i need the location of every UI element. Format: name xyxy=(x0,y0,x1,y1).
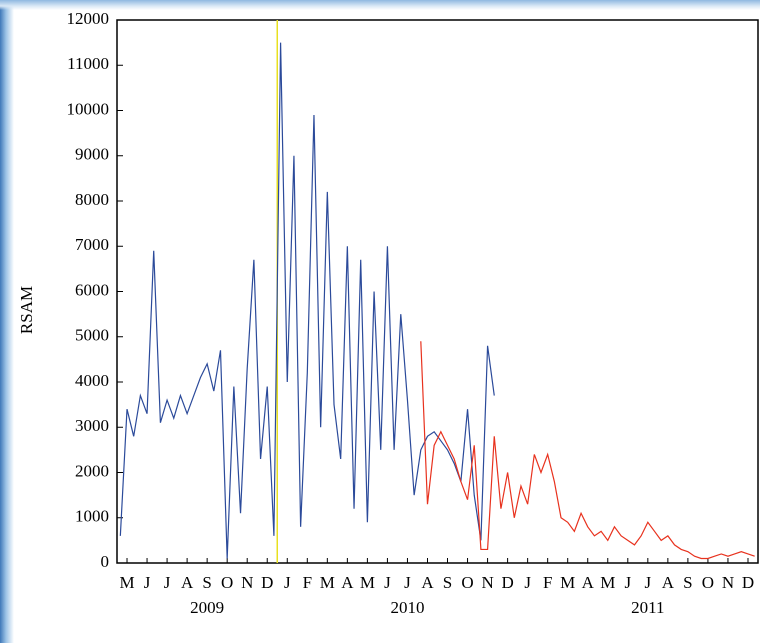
x-tick-label: S xyxy=(443,573,452,592)
x-tick-label: J xyxy=(284,573,291,592)
x-tick-label: S xyxy=(683,573,692,592)
x-tick-label: M xyxy=(320,573,335,592)
x-tick-label: A xyxy=(582,573,595,592)
x-tick-label: D xyxy=(261,573,273,592)
y-tick-label: 8000 xyxy=(75,190,109,209)
plot-frame xyxy=(116,19,759,564)
y-tick-label: 1000 xyxy=(75,507,109,526)
y-tick-label: 6000 xyxy=(75,280,109,299)
x-tick-label: O xyxy=(702,573,714,592)
x-tick-label: D xyxy=(742,573,754,592)
x-tick-label: N xyxy=(722,573,734,592)
y-tick-label: 0 xyxy=(101,552,110,571)
x-tick-label: J xyxy=(404,573,411,592)
x-tick-label: J xyxy=(524,573,531,592)
x-tick-label: A xyxy=(341,573,354,592)
y-tick-label: 2000 xyxy=(75,461,109,480)
x-tick-label: O xyxy=(461,573,473,592)
y-axis-label: RSAM xyxy=(17,286,36,334)
year-label: 2009 xyxy=(190,598,224,617)
y-tick-label: 5000 xyxy=(75,326,109,345)
series-line xyxy=(420,341,755,560)
x-tick-label: F xyxy=(303,573,312,592)
y-tick-label: 11000 xyxy=(67,54,109,73)
x-tick-label: J xyxy=(144,573,151,592)
x-tick-label: N xyxy=(241,573,253,592)
x-tick-label: M xyxy=(360,573,375,592)
x-tick-label: A xyxy=(662,573,675,592)
y-tick-label: 10000 xyxy=(67,99,110,118)
x-tick-label: A xyxy=(181,573,194,592)
x-tick-label: S xyxy=(202,573,211,592)
x-tick-label: J xyxy=(164,573,171,592)
year-label: 2011 xyxy=(631,598,664,617)
x-tick-label: J xyxy=(624,573,631,592)
x-tick-label: F xyxy=(543,573,552,592)
y-tick-label: 3000 xyxy=(75,416,109,435)
x-tick-label: M xyxy=(560,573,575,592)
series-line xyxy=(119,42,495,559)
x-tick-label: N xyxy=(481,573,493,592)
background-band xyxy=(0,0,760,10)
x-tick-label: D xyxy=(501,573,513,592)
y-tick-label: 7000 xyxy=(75,235,109,254)
x-tick-label: A xyxy=(421,573,434,592)
x-tick-label: J xyxy=(645,573,652,592)
y-tick-label: 12000 xyxy=(67,9,110,28)
x-tick-label: M xyxy=(600,573,615,592)
year-label: 2010 xyxy=(390,598,424,617)
x-tick-label: O xyxy=(221,573,233,592)
x-tick-label: M xyxy=(119,573,134,592)
y-tick-label: 4000 xyxy=(75,371,109,390)
y-tick-label: 9000 xyxy=(75,145,109,164)
x-tick-label: J xyxy=(384,573,391,592)
